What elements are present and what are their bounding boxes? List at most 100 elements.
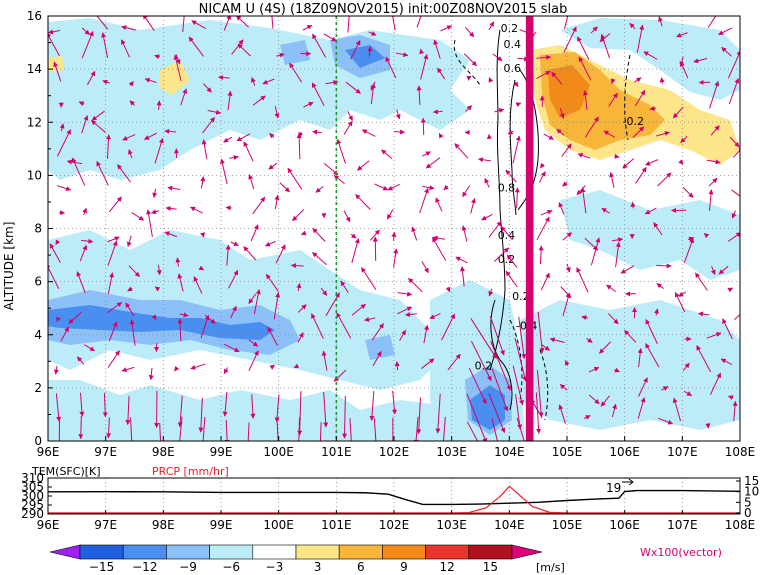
wind-vector — [121, 25, 136, 31]
wind-vector — [200, 232, 206, 238]
y-tick-label: 0 — [34, 434, 42, 448]
wind-vector — [293, 363, 300, 369]
wind-vector — [419, 187, 429, 214]
chart-title: NICAM U (4S) (18Z09NOV2015) init:00Z08NO… — [199, 2, 568, 17]
wind-vector — [455, 256, 468, 264]
colorbar-unit: [m/s] — [536, 561, 565, 574]
wind-vector — [610, 78, 616, 84]
wind-vector — [416, 85, 422, 105]
wind-vector — [357, 160, 370, 171]
wind-vector — [659, 77, 665, 84]
wind-vector — [76, 271, 86, 294]
surface-x-tick-label: 102E — [379, 518, 410, 532]
wind-vector — [559, 384, 568, 391]
wind-vector — [297, 332, 304, 343]
wind-vector — [374, 183, 389, 191]
wind-vector — [165, 205, 177, 211]
wind-vector — [167, 185, 181, 191]
wind-vector — [351, 303, 366, 316]
wind-vector — [590, 26, 598, 34]
surface-left-tick-label: 300 — [21, 489, 44, 503]
wind-vector — [340, 280, 349, 294]
wind-vector — [720, 358, 733, 365]
wind-vector — [564, 360, 570, 366]
wind-vector — [488, 21, 495, 31]
wind-vector — [622, 158, 635, 169]
wind-vector — [620, 265, 635, 274]
wind-vector — [440, 25, 453, 32]
shade-yellow-top-left — [160, 60, 190, 95]
colorbar-box — [338, 544, 383, 560]
shade-medium-blue-center — [365, 335, 395, 360]
y-tick-label: 6 — [34, 275, 42, 289]
wind-vector — [349, 418, 352, 441]
wind-vector — [565, 263, 571, 273]
wind-vector — [250, 77, 256, 86]
wind-vector — [580, 187, 587, 214]
wind-vector — [634, 77, 642, 83]
wind-vector — [128, 81, 134, 87]
x-tick-label: 100E — [263, 445, 294, 459]
wind-vector — [319, 421, 322, 441]
wind-vector — [84, 344, 96, 352]
wind-vector — [541, 343, 550, 351]
wind-vector — [350, 233, 357, 239]
vector-scale-label: Wx100(vector) — [640, 546, 722, 559]
wind-vector — [146, 209, 153, 237]
wind-vector — [296, 282, 302, 292]
wind-vector — [494, 108, 505, 113]
wind-vector — [391, 390, 397, 415]
wind-vector — [493, 247, 509, 262]
wind-vector — [101, 32, 109, 59]
wind-vector — [718, 265, 729, 275]
wind-vector — [611, 403, 618, 418]
wind-vector — [81, 30, 94, 59]
wind-vector — [465, 105, 473, 112]
wind-vector — [422, 185, 435, 191]
colorbar-box — [252, 544, 297, 560]
wind-vector — [601, 207, 610, 214]
surface-right-tick-label: 15 — [744, 474, 759, 488]
wind-vector — [630, 201, 636, 209]
wind-vector — [540, 272, 550, 291]
wind-vector — [250, 394, 256, 419]
wind-vector — [678, 291, 687, 297]
colorbar-box — [122, 544, 167, 560]
wind-vector — [296, 133, 302, 160]
wind-vector — [312, 33, 327, 58]
wind-vector — [269, 364, 276, 370]
wind-vector — [78, 415, 84, 440]
wind-vector — [538, 171, 546, 183]
wind-vector — [367, 46, 373, 57]
x-tick-label: 103E — [436, 445, 467, 459]
wind-vector — [56, 185, 72, 191]
x-tick-label: 96E — [37, 445, 60, 459]
wind-vector — [164, 128, 177, 134]
wind-vector — [658, 16, 663, 27]
wind-vector — [408, 277, 423, 293]
wind-vector — [394, 129, 406, 135]
wind-vector — [107, 302, 123, 314]
wind-vector — [563, 16, 569, 29]
wind-vector — [696, 345, 712, 373]
wind-vector — [230, 241, 239, 246]
colorbar-box — [295, 544, 340, 560]
wind-vector — [512, 135, 521, 164]
wind-vector — [243, 141, 254, 162]
wind-vector — [364, 316, 376, 322]
wind-vector — [728, 78, 740, 105]
wind-vector — [722, 318, 733, 340]
wind-vector — [361, 267, 377, 290]
wind-vector — [558, 404, 566, 424]
wind-vector — [129, 319, 136, 346]
wind-vector — [173, 54, 182, 82]
wind-vector — [470, 318, 497, 359]
wind-vector — [108, 321, 118, 342]
wind-vector — [79, 392, 85, 417]
wind-vector — [107, 350, 120, 368]
wind-vector — [228, 269, 239, 289]
wind-vector — [539, 162, 546, 169]
wind-vector — [731, 189, 740, 197]
wind-vector — [727, 287, 733, 293]
wind-vector — [201, 139, 208, 160]
